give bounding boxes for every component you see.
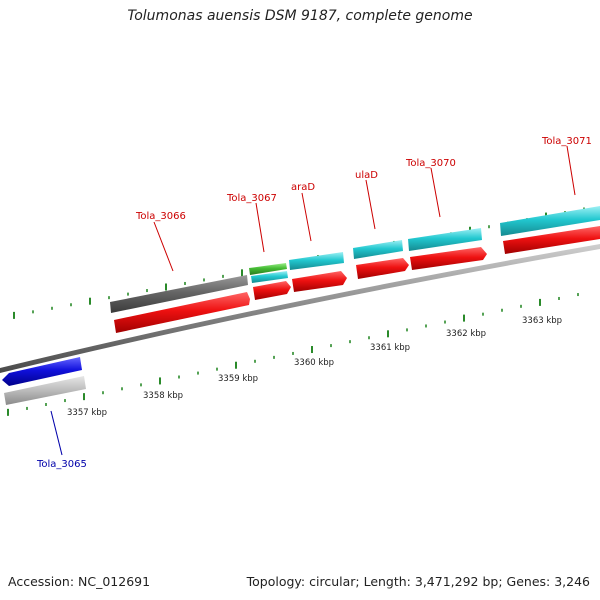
gene-label-Tola_3066[interactable]: Tola_3066 — [135, 211, 186, 222]
gene-feature-cyan[interactable] — [500, 206, 600, 236]
kbp-label: 3357 kbp — [67, 408, 107, 418]
kbp-labels: 3357 kbp 3358 kbp 3359 kbp 3360 kbp 3361… — [67, 316, 562, 418]
gene-feature-gray[interactable] — [110, 275, 248, 313]
cds-arrow-Tola_3067[interactable] — [253, 281, 291, 300]
gene-label-Tola_3070[interactable]: Tola_3070 — [405, 158, 456, 169]
cds-arrow-Tola_3070[interactable] — [410, 247, 487, 270]
genome-backbone — [0, 244, 600, 373]
cds-track — [2, 226, 600, 386]
gene-feature-green[interactable] — [249, 263, 287, 275]
gene-feature-cyan[interactable] — [289, 252, 344, 270]
kbp-label: 3359 kbp — [218, 374, 258, 384]
cds-arrow-Tola_3071[interactable] — [503, 226, 600, 254]
gene-label-Tola_3071[interactable]: Tola_3071 — [541, 136, 592, 147]
accession-text: Accession: NC_012691 — [8, 574, 151, 589]
gene-label-araD[interactable]: araD — [291, 182, 315, 193]
feature-track-outer — [4, 206, 600, 405]
gene-feature-lightgray[interactable] — [4, 376, 86, 405]
gene-labels: Tola_3066 Tola_3067 araD ulaD Tola_3070 … — [36, 136, 592, 470]
kbp-label: 3360 kbp — [294, 358, 334, 368]
gene-label-Tola_3065[interactable]: Tola_3065 — [36, 459, 87, 470]
kbp-label: 3362 kbp — [446, 329, 486, 339]
cds-arrow-araD[interactable] — [292, 271, 347, 292]
gene-feature-cyan[interactable] — [353, 240, 403, 259]
kbp-label: 3358 kbp — [143, 391, 183, 401]
cds-arrow-Tola_3065[interactable] — [2, 357, 82, 386]
cds-arrow-ulaD[interactable] — [356, 258, 409, 279]
inner-tick-marks — [7, 293, 579, 416]
genome-title: Tolumonas auensis DSM 9187, complete gen… — [127, 8, 473, 24]
gene-feature-cyan[interactable] — [251, 271, 288, 283]
gene-label-Tola_3067[interactable]: Tola_3067 — [226, 193, 277, 204]
kbp-label: 3363 kbp — [522, 316, 562, 326]
cds-arrow-Tola_3066[interactable] — [114, 292, 250, 333]
gene-label-ulaD[interactable]: ulaD — [355, 170, 378, 181]
gene-feature-cyan[interactable] — [408, 228, 482, 251]
kbp-label: 3361 kbp — [370, 343, 410, 353]
topology-summary: Topology: circular; Length: 3,471,292 bp… — [246, 574, 590, 589]
label-leaders — [50, 145, 576, 456]
